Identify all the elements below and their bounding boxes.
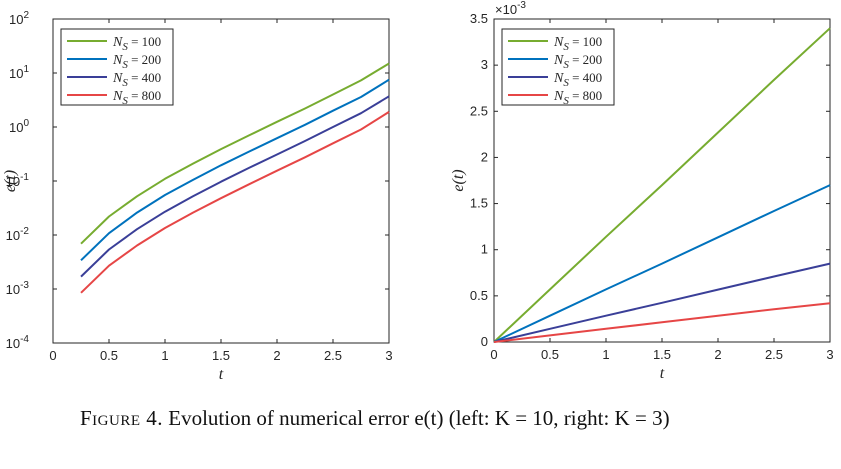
x-tick-label: 0.5	[100, 348, 118, 363]
y-tick-label: 101	[9, 64, 29, 81]
caption-text: Evolution of numerical error e(t) (left:…	[168, 406, 670, 430]
series-line-800	[493, 302, 831, 343]
chart-left: 0 0.5 1 1.5 2 2.5 3 10-4 10-3 10-2 1 0 -1 100 101 102 t e…	[2, 10, 393, 383]
x-tick-label: 2	[714, 347, 721, 362]
series-line-200	[493, 184, 831, 343]
y-tick-label: 2	[481, 149, 488, 164]
x-tick-label: 1	[602, 347, 609, 362]
x-tick-label: 3	[385, 348, 392, 363]
x-axis-label: t	[660, 365, 665, 382]
series-line-400	[493, 262, 831, 343]
y-multiplier-exponent: -3	[517, 0, 526, 11]
y-tick-label: 1.5	[470, 196, 488, 211]
y-axis-label: e(t)	[450, 169, 467, 191]
y-tick-label: 1	[481, 242, 488, 257]
y-tick-exponent: -4	[20, 334, 29, 345]
y-tick-label: 10-2	[6, 226, 30, 243]
y-tick-label: 100	[9, 118, 29, 135]
y-tick-label: 2.5	[470, 103, 488, 118]
y-tick-label: 0.5	[470, 288, 488, 303]
y-tick-label: 102	[9, 10, 29, 27]
y-tick-label: 3.5	[470, 11, 488, 26]
series-line-100	[80, 62, 390, 245]
y-tick-exponent: -3	[20, 280, 29, 291]
y-tick-label: 3	[481, 57, 488, 72]
x-tick-label: 2	[273, 348, 280, 363]
y-tick-exponent: -2	[20, 226, 29, 237]
y-axis-label: e(t)	[2, 170, 19, 192]
y-tick-exponent: 0	[23, 118, 29, 129]
x-tick-label: 1	[161, 348, 168, 363]
series-line-200	[80, 78, 390, 262]
x-tick-label: 2.5	[324, 348, 342, 363]
series-line-800	[80, 111, 390, 294]
x-tick-label: 1.5	[653, 347, 671, 362]
x-tick-label: 0	[49, 348, 56, 363]
y-multiplier: ×10-3	[495, 0, 526, 17]
caption-label: Figure 4.	[80, 406, 164, 430]
y-tick-exponent: -1	[20, 172, 29, 183]
y-tick-exponent: 1	[23, 64, 29, 75]
y-tick-label: 10-3	[6, 280, 30, 297]
figure-caption: Figure 4. Evolution of numerical error e…	[80, 404, 820, 432]
x-tick-label: 0	[490, 347, 497, 362]
x-tick-label: 3	[826, 347, 833, 362]
y-tick-label: 10-4	[6, 334, 30, 351]
series-line-100	[493, 27, 831, 343]
x-tick-label: 0.5	[541, 347, 559, 362]
y-tick-label: 0	[481, 334, 488, 349]
y-tick-exponent: 2	[23, 10, 29, 21]
x-tick-label: 1.5	[212, 348, 230, 363]
x-tick-label: 2.5	[765, 347, 783, 362]
x-axis-label: t	[219, 366, 224, 383]
series-line-400	[80, 95, 390, 278]
chart-right: 0 0.5 1 1.5 2 2.5 300.511.522.533.5×10-3te(t)N…	[450, 0, 834, 382]
